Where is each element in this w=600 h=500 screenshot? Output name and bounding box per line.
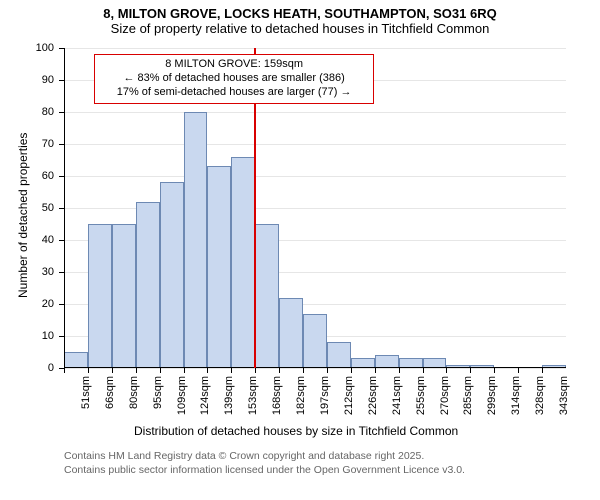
y-tick-mark: [59, 240, 64, 241]
chart-title-line2: Size of property relative to detached ho…: [0, 21, 600, 40]
callout-box: 8 MILTON GROVE: 159sqm← 83% of detached …: [94, 54, 374, 103]
y-tick-label: 0: [0, 362, 54, 374]
y-axis-line: [64, 48, 65, 368]
x-tick-mark: [184, 368, 185, 373]
callout-line-3: 17% of semi-detached houses are larger (…: [101, 86, 367, 100]
x-axis-label: Distribution of detached houses by size …: [134, 424, 458, 438]
y-tick-mark: [59, 272, 64, 273]
callout-line-2: ← 83% of detached houses are smaller (38…: [101, 72, 367, 86]
histogram-bar: [255, 224, 279, 368]
histogram-bar: [160, 182, 184, 368]
histogram-bar: [112, 224, 136, 368]
histogram-bar: [136, 202, 160, 368]
gridline: [64, 48, 566, 49]
y-tick-label: 90: [0, 74, 54, 86]
x-tick-mark: [303, 368, 304, 373]
x-tick-mark: [160, 368, 161, 373]
x-tick-mark: [231, 368, 232, 373]
gridline: [64, 144, 566, 145]
y-axis-label: Number of detached properties: [16, 132, 30, 297]
histogram-bar: [279, 298, 303, 368]
y-tick-label: 80: [0, 106, 54, 118]
plot-area: 8 MILTON GROVE: 159sqm← 83% of detached …: [64, 48, 566, 368]
x-tick-mark: [88, 368, 89, 373]
x-tick-label: 343sqm: [558, 376, 600, 415]
x-tick-mark: [255, 368, 256, 373]
x-tick-mark: [470, 368, 471, 373]
x-tick-mark: [423, 368, 424, 373]
y-tick-mark: [59, 112, 64, 113]
y-tick-mark: [59, 48, 64, 49]
histogram-bar: [303, 314, 327, 368]
x-tick-mark: [279, 368, 280, 373]
y-tick-mark: [59, 144, 64, 145]
histogram-bar: [327, 342, 351, 368]
chart-container: 8, MILTON GROVE, LOCKS HEATH, SOUTHAMPTO…: [0, 0, 600, 500]
x-tick-mark: [494, 368, 495, 373]
x-tick-mark: [351, 368, 352, 373]
x-tick-mark: [446, 368, 447, 373]
x-axis-line: [64, 367, 566, 368]
y-tick-mark: [59, 176, 64, 177]
x-tick-mark: [542, 368, 543, 373]
y-tick-label: 20: [0, 298, 54, 310]
callout-line-1: 8 MILTON GROVE: 159sqm: [101, 58, 367, 72]
histogram-bar: [207, 166, 231, 368]
y-tick-label: 10: [0, 330, 54, 342]
x-tick-mark: [136, 368, 137, 373]
gridline: [64, 176, 566, 177]
histogram-bar: [231, 157, 255, 368]
y-tick-mark: [59, 336, 64, 337]
gridline: [64, 368, 566, 369]
x-tick-mark: [327, 368, 328, 373]
x-tick-mark: [112, 368, 113, 373]
x-tick-mark: [399, 368, 400, 373]
histogram-bar: [88, 224, 112, 368]
footer-line-2: Contains public sector information licen…: [64, 464, 465, 476]
y-tick-mark: [59, 80, 64, 81]
histogram-bar: [184, 112, 208, 368]
y-tick-mark: [59, 208, 64, 209]
x-tick-mark: [375, 368, 376, 373]
y-tick-mark: [59, 304, 64, 305]
x-tick-mark: [207, 368, 208, 373]
gridline: [64, 112, 566, 113]
x-tick-mark: [64, 368, 65, 373]
y-tick-label: 100: [0, 42, 54, 54]
footer-line-1: Contains HM Land Registry data © Crown c…: [64, 450, 424, 462]
x-tick-mark: [518, 368, 519, 373]
chart-title-line1: 8, MILTON GROVE, LOCKS HEATH, SOUTHAMPTO…: [0, 0, 600, 21]
histogram-bar: [64, 352, 88, 368]
